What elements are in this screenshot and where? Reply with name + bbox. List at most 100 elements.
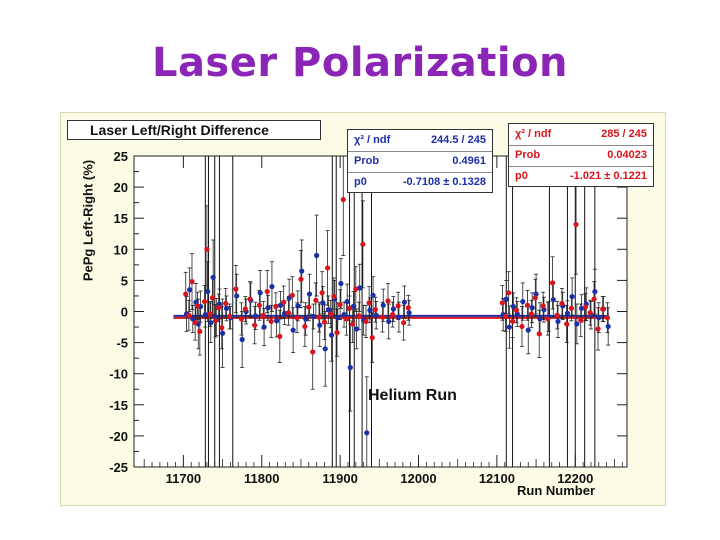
- y-tick-label: 0: [121, 305, 128, 320]
- data-point-red: [499, 300, 505, 306]
- data-point-red: [379, 314, 386, 320]
- data-point-red: [192, 320, 198, 326]
- data-point-red: [247, 296, 253, 302]
- data-point-red: [216, 305, 222, 311]
- data-point-red: [277, 333, 283, 339]
- data-point-blue: [592, 288, 598, 295]
- p0-label: p0: [515, 170, 528, 182]
- data-point-red: [401, 320, 407, 326]
- data-point-blue: [510, 303, 516, 310]
- data-point-red: [390, 312, 396, 318]
- statbox-row-p0: p0 -0.7108 ± 0.1328: [348, 172, 492, 193]
- data-point-red: [509, 318, 516, 325]
- data-point-red: [595, 326, 601, 332]
- data-point-red: [201, 298, 208, 305]
- data-point-blue: [314, 252, 320, 259]
- data-point-red: [313, 297, 319, 303]
- data-point-red: [600, 306, 606, 312]
- data-point-blue: [537, 316, 543, 322]
- data-point-red: [385, 298, 391, 304]
- data-point-blue: [578, 305, 585, 311]
- data-point-red: [256, 302, 263, 308]
- data-point-red: [324, 265, 331, 271]
- data-point-red: [540, 303, 546, 309]
- data-point-red: [568, 305, 574, 311]
- data-point-red: [319, 290, 325, 296]
- data-point-blue: [367, 307, 373, 313]
- data-point-blue: [317, 322, 323, 328]
- data-point-blue: [295, 303, 301, 309]
- data-point-red: [578, 317, 584, 323]
- data-point-blue: [299, 268, 305, 274]
- data-point-red: [281, 299, 287, 305]
- data-point-red: [366, 300, 372, 306]
- fit-statbox-red: χ² / ndf 285 / 245 Prob 0.04023 p0 -1.02…: [508, 123, 654, 187]
- data-point-red: [242, 306, 248, 312]
- data-point-red: [549, 280, 556, 286]
- data-point-red: [559, 300, 565, 307]
- data-point-red: [197, 328, 203, 335]
- data-point-blue: [406, 310, 412, 316]
- data-point-red: [209, 295, 215, 301]
- statbox-row-prob: Prob 0.04023: [509, 145, 653, 167]
- data-point-red: [513, 307, 520, 313]
- data-point-red: [536, 331, 542, 337]
- data-point-red: [334, 330, 340, 336]
- chi2-label: χ² / ndf: [354, 134, 391, 146]
- axis-ticks: 25 20 15 10 5 0 -5 -10 -15 -20 -25 11700 11800 11900 1…: [109, 149, 627, 486]
- data-point-blue: [265, 305, 271, 311]
- data-point-red: [328, 311, 334, 317]
- data-point-blue: [205, 288, 211, 295]
- data-point-blue: [353, 326, 360, 332]
- data-point-blue: [310, 313, 317, 320]
- data-point-blue: [322, 346, 328, 352]
- data-point-red: [337, 302, 343, 308]
- data-point-blue: [274, 318, 280, 324]
- data-point-red: [353, 286, 359, 292]
- data-point-blue: [223, 305, 230, 311]
- data-point-blue: [401, 299, 408, 305]
- data-point-blue: [328, 332, 335, 338]
- data-point-red: [573, 221, 579, 228]
- data-point-red: [227, 313, 233, 320]
- data-point-red: [260, 312, 266, 318]
- data-point-red: [321, 319, 328, 325]
- y-tick-label: 5: [121, 273, 128, 288]
- data-point-red: [545, 316, 551, 322]
- prob-value: 0.4961: [452, 155, 486, 167]
- data-point-blue: [350, 303, 357, 310]
- x-tick-label: 12000: [400, 471, 436, 486]
- data-point-red: [310, 349, 316, 355]
- data-point-red: [298, 276, 304, 282]
- data-point-red: [264, 288, 270, 295]
- data-point-red: [289, 292, 295, 298]
- data-point-blue: [290, 327, 296, 333]
- data-point-blue: [506, 324, 513, 330]
- data-point-red: [346, 305, 353, 311]
- data-point-blue: [338, 280, 344, 287]
- data-point-blue: [344, 298, 350, 305]
- data-point-red: [395, 303, 401, 309]
- prob-label: Prob: [354, 155, 380, 167]
- data-point-blue: [306, 291, 313, 297]
- data-point-blue: [605, 323, 611, 330]
- data-point-red: [212, 318, 219, 324]
- data-point-blue: [574, 321, 580, 327]
- data-point-blue: [596, 315, 602, 321]
- y-tick-label: 15: [114, 211, 128, 226]
- plot-title: Laser Left/Right Difference: [67, 120, 321, 140]
- statbox-row-chi2: χ² / ndf 285 / 245: [509, 124, 653, 146]
- data-point-blue: [370, 292, 376, 298]
- data-point-blue: [335, 315, 341, 321]
- data-point-red: [273, 303, 279, 310]
- data-point-blue: [261, 324, 267, 330]
- data-point-red: [331, 293, 337, 300]
- data-point-blue: [303, 316, 309, 322]
- data-point-red: [340, 196, 346, 203]
- data-point-blue: [550, 297, 556, 303]
- y-tick-label: 10: [114, 242, 128, 257]
- data-points: [183, 196, 611, 436]
- data-point-red: [502, 313, 509, 320]
- data-point-blue: [202, 312, 208, 318]
- data-point-red: [524, 302, 531, 308]
